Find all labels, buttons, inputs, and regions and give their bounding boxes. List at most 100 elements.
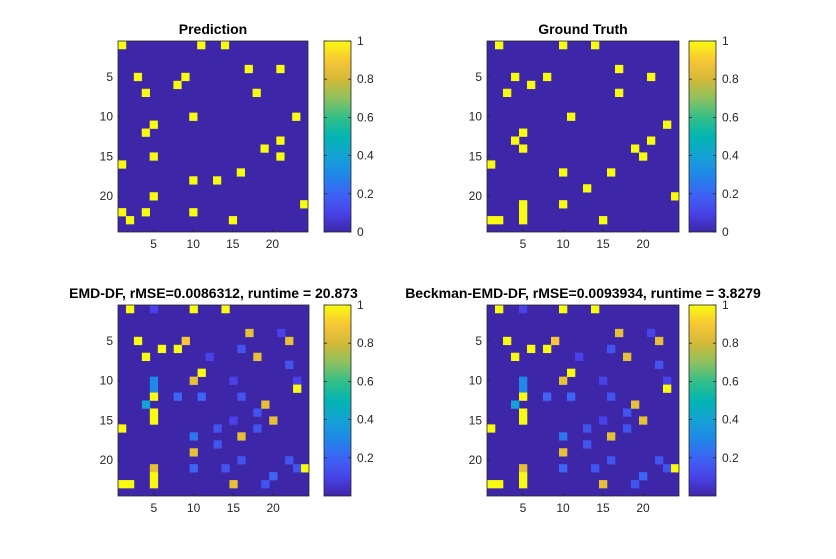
heatmap-cell xyxy=(261,400,270,409)
x-tick-label: 20 xyxy=(636,237,650,251)
subplot-4: Beckman-EMD-DF, rMSE=0.0093934, runtime … xyxy=(405,285,761,515)
heatmap-cell xyxy=(591,464,600,473)
y-tick-label: 20 xyxy=(100,189,114,203)
heatmap-cell xyxy=(285,360,294,369)
heatmap-cell xyxy=(663,120,672,129)
colorbar-tick-label: 0.2 xyxy=(357,451,374,465)
heatmap-cell xyxy=(615,88,624,98)
heatmap-cell xyxy=(551,336,560,346)
subplot-title: Prediction xyxy=(179,21,247,37)
y-tick-label: 5 xyxy=(475,70,482,84)
heatmap-cell xyxy=(285,456,294,465)
x-tick-label: 5 xyxy=(150,237,157,251)
heatmap-cell xyxy=(495,41,504,50)
heatmap-cell xyxy=(228,216,238,225)
heatmap-cell xyxy=(639,416,648,425)
colorbar-tick-label: 0.4 xyxy=(357,149,374,163)
heatmap-cell xyxy=(511,400,520,409)
heatmap-cell xyxy=(133,72,143,82)
x-tick-label: 10 xyxy=(556,501,570,515)
heatmap-cell xyxy=(487,480,496,489)
y-tick-label: 15 xyxy=(469,149,483,163)
heatmap-cell xyxy=(189,208,198,217)
heatmap-cell xyxy=(575,352,584,362)
heatmap-cell xyxy=(237,392,246,401)
heatmap-cell xyxy=(197,41,206,50)
colorbar-tick-label: 0.8 xyxy=(357,72,374,86)
heatmap-cell xyxy=(189,176,198,185)
heatmap-cell xyxy=(189,432,198,441)
heatmap-cell xyxy=(149,416,159,425)
y-tick-label: 15 xyxy=(100,149,114,163)
heatmap-cell xyxy=(583,184,592,193)
heatmap-cell xyxy=(567,392,576,401)
heatmap-cell xyxy=(229,416,238,425)
x-tick-label: 20 xyxy=(636,501,650,515)
subplot-2: Ground Truth 5 10 15 20 5 10 15 20 0 0.2 0.4 0.6 0.8 1 xyxy=(469,21,739,251)
heatmap-cell xyxy=(543,344,552,354)
heatmap-cell xyxy=(599,376,608,385)
heatmap-cell xyxy=(519,128,528,137)
heatmap-cell xyxy=(149,376,159,385)
heatmap-cell xyxy=(487,160,496,169)
heatmap-cell xyxy=(583,424,592,433)
heatmap-cell xyxy=(655,336,664,346)
heatmap-cell xyxy=(655,360,664,369)
y-tick-label: 15 xyxy=(100,413,114,427)
heatmap-cell xyxy=(118,424,127,433)
colorbar-tick-label: 1 xyxy=(722,34,729,48)
heatmap-cell xyxy=(527,344,536,354)
colorbar-tick-label: 0.6 xyxy=(722,110,739,124)
heatmap-cell xyxy=(157,344,167,354)
heatmap-cell xyxy=(237,456,246,465)
heatmap-cell xyxy=(189,376,198,385)
colorbar xyxy=(323,304,352,497)
heatmap-cell xyxy=(527,80,536,90)
heatmap-cell xyxy=(189,112,198,121)
heatmap-cell xyxy=(559,41,568,50)
heatmap-cell xyxy=(141,352,151,362)
colorbar-tick-label: 0.2 xyxy=(722,451,739,465)
colorbar xyxy=(323,40,352,233)
heatmap-cell xyxy=(253,408,262,417)
heatmap-cell xyxy=(220,41,230,50)
heatmap-cell xyxy=(141,400,151,409)
subplot-title: Ground Truth xyxy=(538,21,627,37)
heatmap-cell xyxy=(252,88,261,98)
heatmap-cell xyxy=(519,416,528,425)
heatmap-cell xyxy=(543,72,552,82)
heatmap-cell xyxy=(141,88,150,98)
heatmap-cell xyxy=(599,416,608,425)
colorbar-tick-label: 0.8 xyxy=(722,72,739,86)
heatmap-cell xyxy=(244,64,253,74)
y-tick-label: 10 xyxy=(469,374,483,388)
heatmap-cell xyxy=(213,424,222,433)
x-tick-label: 20 xyxy=(267,501,281,515)
colorbar xyxy=(688,40,717,233)
axes-box xyxy=(117,304,310,497)
heatmap-cell xyxy=(671,464,680,473)
heatmap-cell xyxy=(181,336,190,346)
x-tick-label: 15 xyxy=(596,237,610,251)
heatmap-cell xyxy=(647,136,656,145)
heatmap-cell xyxy=(559,168,568,177)
heatmap-cell xyxy=(495,305,504,314)
colorbar-tick-label: 0.8 xyxy=(722,336,739,350)
heatmap-cell xyxy=(118,208,127,217)
heatmap-cell xyxy=(519,408,528,417)
colorbar xyxy=(688,304,717,497)
colorbar-tick-label: 0.6 xyxy=(357,110,374,124)
colorbar-tick-label: 0 xyxy=(722,225,729,239)
heatmap-cell xyxy=(511,352,520,362)
heatmap-cell xyxy=(599,480,608,489)
y-tick-label: 20 xyxy=(100,453,114,467)
heatmap-cell xyxy=(221,464,230,473)
heatmap-cell xyxy=(221,305,230,314)
heatmap-cell xyxy=(663,384,672,393)
heatmap-cell xyxy=(189,448,198,457)
heatmap-cell xyxy=(189,464,198,473)
heatmap-cell xyxy=(149,480,159,489)
subplot-1: Prediction 5 10 15 20 5 10 15 20 0 0.2 0.4 0.6 0.8 1 xyxy=(100,21,374,251)
heatmap-cell xyxy=(559,376,568,385)
